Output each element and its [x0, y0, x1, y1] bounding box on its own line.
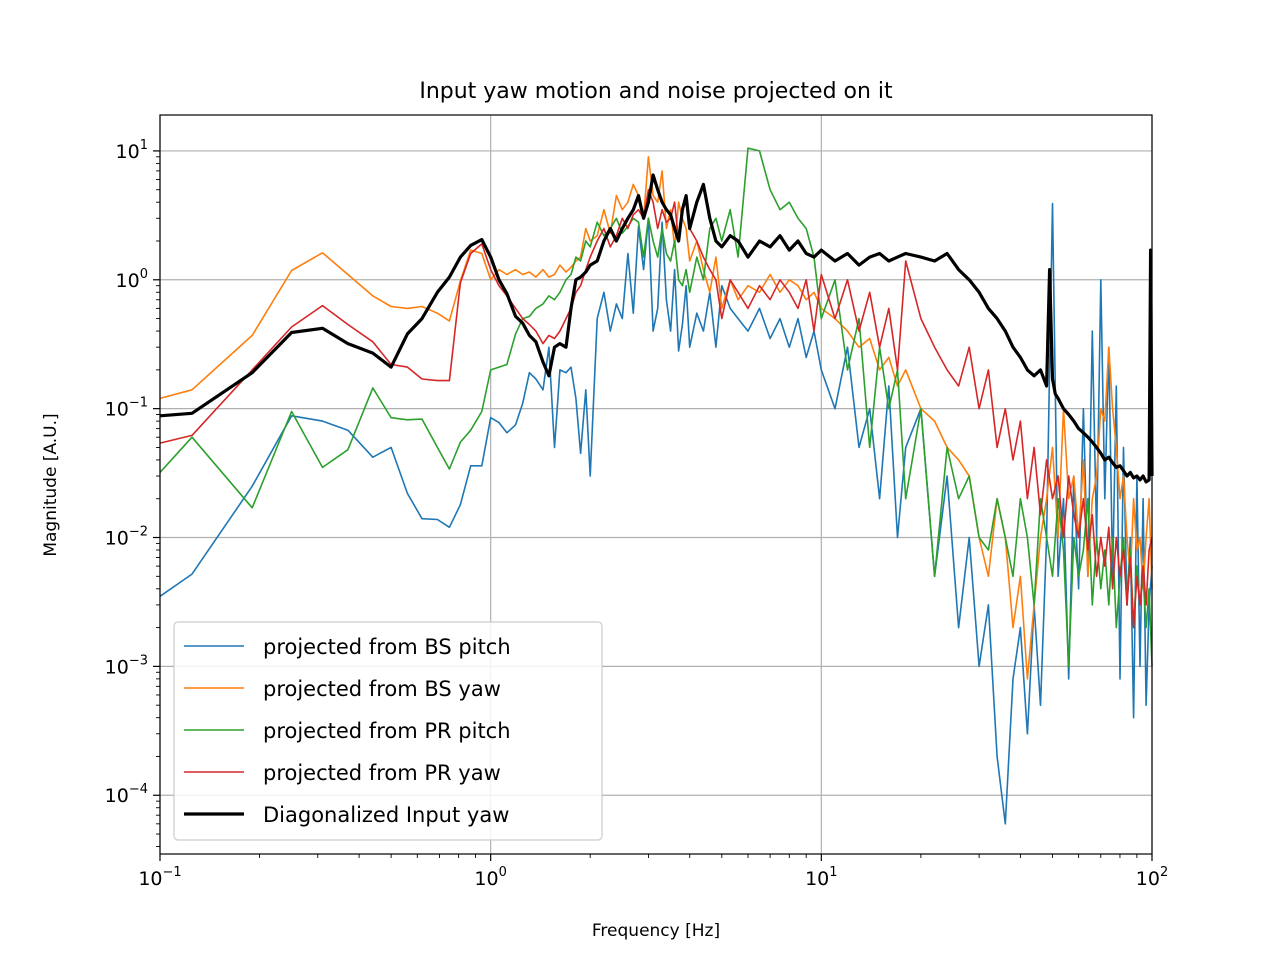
y-tick-base: 10 — [105, 399, 129, 421]
x-tick-exponent: 2 — [1160, 865, 1168, 880]
x-tick-exponent: 1 — [829, 865, 837, 880]
y-tick-label: 10−1 — [105, 396, 148, 421]
y-tick-base: 10 — [105, 656, 129, 678]
y-axis-label: Magnitude [A.U.] — [41, 413, 61, 556]
grid-lines — [159, 115, 1153, 854]
legend-label: projected from PR pitch — [263, 719, 511, 743]
x-tick-exponent: 0 — [499, 865, 507, 880]
x-tick-base: 10 — [138, 868, 162, 890]
x-tick-label: 101 — [805, 865, 837, 890]
plot-series — [159, 147, 1154, 825]
y-tick-label: 10−4 — [105, 782, 148, 807]
legend-label: projected from BS pitch — [263, 635, 511, 659]
series-line-5 — [159, 173, 1154, 484]
y-tick-exponent: −1 — [129, 396, 148, 411]
legend-label: Diagonalized Input yaw — [263, 803, 509, 827]
y-tick-base: 10 — [116, 270, 140, 292]
x-tick-base: 10 — [474, 868, 498, 890]
y-tick-base: 10 — [105, 528, 129, 550]
series-line-1 — [159, 202, 1153, 825]
y-tick-label: 10−3 — [105, 653, 148, 678]
legend: projected from BS pitch projected from BS… — [173, 621, 603, 841]
series-line-3 — [159, 147, 1153, 668]
y-tick-exponent: 0 — [140, 267, 148, 282]
x-tick-base: 10 — [805, 868, 829, 890]
x-tick-label: 102 — [1136, 865, 1168, 890]
plot-frame — [159, 114, 1153, 855]
chart-title: Input yaw motion and noise projected on … — [419, 79, 893, 104]
y-tick-exponent: −2 — [129, 525, 148, 540]
x-tick-exponent: −1 — [163, 865, 182, 880]
y-tick-exponent: 1 — [140, 138, 148, 153]
y-tick-exponent: −4 — [129, 782, 148, 797]
x-tick-label: 100 — [474, 865, 506, 890]
x-axis-label: Frequency [Hz] — [592, 921, 720, 941]
series-line-2 — [159, 156, 1153, 680]
y-tick-base: 10 — [105, 785, 129, 807]
y-tick-label: 101 — [116, 138, 148, 163]
y-tick-label: 10−2 — [105, 525, 148, 550]
x-tick-label: 10−1 — [138, 865, 181, 890]
legend-label: projected from BS yaw — [263, 677, 501, 701]
series-line-4 — [159, 188, 1153, 629]
y-tick-label: 100 — [116, 267, 148, 292]
x-tick-base: 10 — [1136, 868, 1160, 890]
legend-label: projected from PR yaw — [263, 761, 501, 785]
legend-box — [173, 621, 603, 841]
y-tick-base: 10 — [116, 141, 140, 163]
y-tick-exponent: −3 — [129, 653, 148, 668]
